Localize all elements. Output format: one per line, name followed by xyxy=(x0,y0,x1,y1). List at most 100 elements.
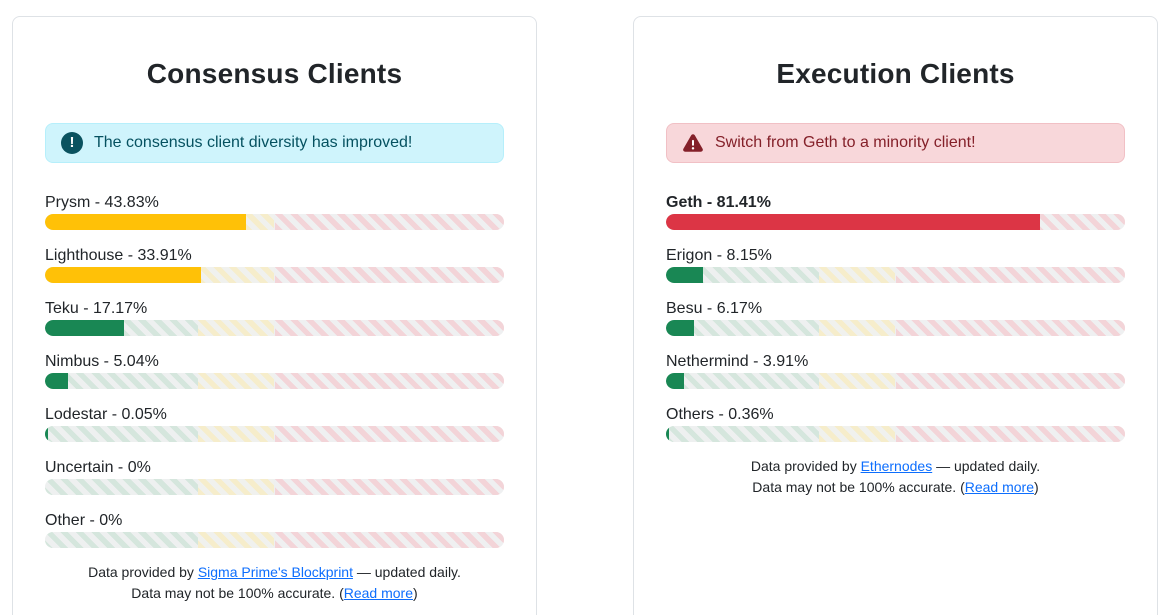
client-share-label: Other - 0% xyxy=(45,512,123,529)
client-bar-row: Uncertain - 0% xyxy=(45,456,504,495)
bar-zone-safe xyxy=(666,373,819,389)
client-share-label: Erigon - 8.15% xyxy=(666,247,772,264)
client-bar-row: Lighthouse - 33.91% xyxy=(45,244,504,283)
client-share-bar xyxy=(45,214,504,230)
bar-zone-warning xyxy=(818,320,896,336)
consensus-clients-card: Consensus Clients ! The consensus client… xyxy=(12,16,537,615)
execution-clients-card: Execution Clients Switch from Geth to a … xyxy=(633,16,1158,615)
bar-zone-danger xyxy=(274,267,504,283)
bar-zone-safe xyxy=(45,479,198,495)
footer-text: Data may not be 100% accurate. ( xyxy=(131,585,344,601)
footer-text: ) xyxy=(413,585,418,601)
execution-footer-line2: Data may not be 100% accurate. (Read mor… xyxy=(666,477,1125,498)
footer-text: Data provided by xyxy=(88,564,198,580)
bar-fill xyxy=(666,373,684,389)
consensus-card-title: Consensus Clients xyxy=(146,58,403,89)
bar-zone-danger xyxy=(274,532,504,548)
footer-text: — updated daily. xyxy=(932,458,1041,474)
bar-zone-danger xyxy=(274,373,504,389)
client-share-label: Geth - 81.41% xyxy=(666,194,771,211)
client-bar-row: Geth - 81.41% xyxy=(666,191,1125,230)
bar-fill xyxy=(666,214,1040,230)
client-share-bar xyxy=(45,532,504,548)
blockprint-link[interactable]: Sigma Prime's Blockprint xyxy=(197,564,353,580)
bar-zone-warning xyxy=(818,373,896,389)
execution-client-bars: Geth - 81.41% Erigon - 8.15% Besu - 6.17… xyxy=(666,191,1125,442)
bar-fill xyxy=(45,214,247,230)
bar-zone-safe xyxy=(666,267,819,283)
client-bar-row: Erigon - 8.15% xyxy=(666,244,1125,283)
switch-from-geth-alert: Switch from Geth to a minority client! xyxy=(666,123,1125,163)
bar-fill xyxy=(666,426,669,442)
client-bar-row: Teku - 17.17% xyxy=(45,297,504,336)
bar-zone-warning xyxy=(197,532,275,548)
bar-zone-safe xyxy=(45,373,198,389)
client-share-bar xyxy=(45,426,504,442)
consensus-footer-line1: Data provided by Sigma Prime's Blockprin… xyxy=(45,562,504,583)
execution-card-title: Execution Clients xyxy=(776,58,1015,89)
footer-text: Data provided by xyxy=(750,458,861,474)
footer-text: Data may not be 100% accurate. ( xyxy=(752,479,965,495)
client-share-label: Lighthouse - 33.91% xyxy=(45,247,192,264)
client-share-label: Besu - 6.17% xyxy=(666,300,763,317)
bar-zone-safe xyxy=(45,532,198,548)
execution-footer-note: Data provided by Ethernodes — updated da… xyxy=(666,456,1125,498)
consensus-footer-line2: Data may not be 100% accurate. (Read mor… xyxy=(45,583,504,604)
client-share-label: Prysm - 43.83% xyxy=(45,194,159,211)
client-share-bar xyxy=(45,373,504,389)
bar-zone-safe xyxy=(666,426,819,442)
client-share-bar xyxy=(666,214,1125,230)
bar-zone-danger xyxy=(274,214,504,230)
execution-footer-line1: Data provided by Ethernodes — updated da… xyxy=(666,456,1125,477)
client-share-bar xyxy=(666,373,1125,389)
client-bar-row: Nimbus - 5.04% xyxy=(45,350,504,389)
bar-zone-warning xyxy=(197,320,275,336)
exclamation-circle-icon: ! xyxy=(61,132,83,154)
client-share-label: Lodestar - 0.05% xyxy=(45,406,167,423)
footer-text: ) xyxy=(1034,479,1039,495)
consensus-alert-message: The consensus client diversity has impro… xyxy=(94,134,413,151)
client-share-label: Uncertain - 0% xyxy=(45,459,151,476)
bar-zone-danger xyxy=(895,267,1125,283)
bar-fill xyxy=(666,320,695,336)
consensus-improved-alert: ! The consensus client diversity has imp… xyxy=(45,123,504,163)
bar-zone-safe xyxy=(45,426,198,442)
read-more-link[interactable]: Read more xyxy=(964,479,1035,495)
bar-zone-warning xyxy=(818,426,896,442)
client-share-label: Teku - 17.17% xyxy=(45,300,148,317)
bar-zone-danger xyxy=(895,373,1125,389)
bar-fill xyxy=(45,373,69,389)
client-share-bar xyxy=(666,426,1125,442)
client-share-bar xyxy=(666,267,1125,283)
read-more-link[interactable]: Read more xyxy=(343,585,414,601)
bar-zone-danger xyxy=(274,426,504,442)
bar-zone-danger xyxy=(274,479,504,495)
consensus-footer-note: Data provided by Sigma Prime's Blockprin… xyxy=(45,562,504,604)
bar-fill xyxy=(45,267,201,283)
client-bar-row: Lodestar - 0.05% xyxy=(45,403,504,442)
client-share-bar xyxy=(45,479,504,495)
consensus-client-bars: Prysm - 43.83% Lighthouse - 33.91% Teku … xyxy=(45,191,504,548)
client-bar-row: Besu - 6.17% xyxy=(666,297,1125,336)
bar-fill xyxy=(45,320,124,336)
bar-zone-danger xyxy=(895,426,1125,442)
client-bar-row: Prysm - 43.83% xyxy=(45,191,504,230)
bar-zone-warning xyxy=(197,373,275,389)
client-share-label: Others - 0.36% xyxy=(666,406,774,423)
client-share-label: Nimbus - 5.04% xyxy=(45,353,159,370)
client-share-label: Nethermind - 3.91% xyxy=(666,353,809,370)
bar-zone-warning xyxy=(197,479,275,495)
bar-zone-warning xyxy=(818,267,896,283)
bar-fill xyxy=(45,426,48,442)
bar-zone-danger xyxy=(274,320,504,336)
execution-alert-message: Switch from Geth to a minority client! xyxy=(715,134,976,151)
bar-zone-warning xyxy=(197,267,275,283)
footer-text: — updated daily. xyxy=(352,564,461,580)
client-bar-row: Others - 0.36% xyxy=(666,403,1125,442)
bar-zone-warning xyxy=(197,426,275,442)
exclamation-triangle-icon xyxy=(683,134,703,152)
ethernodes-link[interactable]: Ethernodes xyxy=(860,458,933,474)
bar-fill xyxy=(666,267,704,283)
client-share-bar xyxy=(666,320,1125,336)
